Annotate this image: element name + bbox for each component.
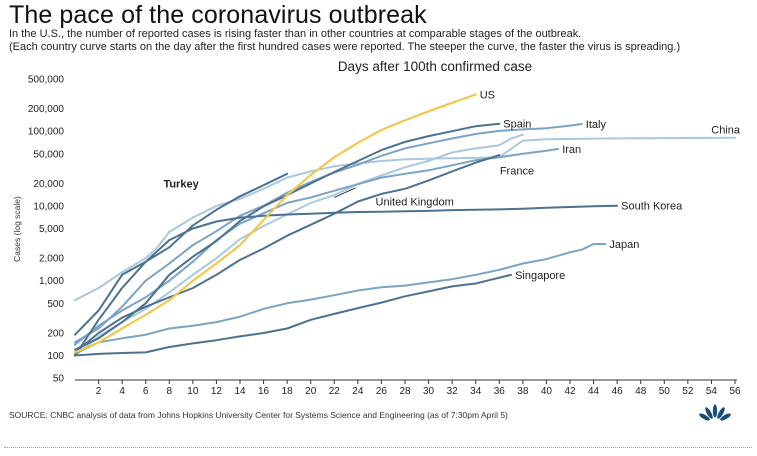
series-label-south-korea: South Korea	[621, 201, 683, 213]
x-tick-label: 34	[470, 386, 482, 397]
x-tick-label: 30	[423, 386, 435, 397]
y-tick-label: 500	[47, 299, 64, 310]
x-tick-label: 4	[119, 386, 125, 397]
y-tick-label: 100,000	[28, 127, 65, 138]
x-tick-label: 22	[329, 386, 341, 397]
y-tick-label: 200	[47, 328, 64, 339]
y-tick-label: 20,000	[33, 179, 64, 190]
bottom-divider	[4, 447, 752, 448]
x-tick-label: 54	[706, 386, 718, 397]
y-tick-label: 10,000	[33, 201, 64, 212]
x-tick-label: 40	[541, 386, 553, 397]
series-line-united-kingdom	[74, 154, 501, 354]
y-tick-label: 500,000	[28, 75, 65, 86]
series-line-japan	[74, 243, 607, 355]
x-tick-label: 10	[187, 386, 199, 397]
page-title: The pace of the coronavirus outbreak	[9, 1, 427, 29]
series-label-united-kingdom: United Kingdom	[376, 196, 454, 208]
series-line-france	[74, 133, 524, 357]
y-axis-label: Cases (log scale)	[12, 196, 22, 262]
series-label-spain: Spain	[503, 119, 531, 131]
series-line-us	[73, 93, 477, 354]
x-tick-label: 6	[143, 386, 149, 397]
x-tick-label: 20	[305, 386, 317, 397]
x-tick-label: 42	[564, 386, 576, 397]
x-tick-label: 18	[282, 386, 294, 397]
y-tick-label: 100	[47, 351, 64, 362]
x-tick-label: 44	[588, 386, 600, 397]
y-tick-label: 200,000	[28, 104, 65, 115]
x-tick-label: 14	[234, 386, 246, 397]
x-tick-label: 52	[682, 386, 694, 397]
y-tick-label: 50	[53, 374, 65, 385]
x-tick-label: 16	[258, 386, 270, 397]
x-tick-label: 8	[167, 386, 173, 397]
series-label-singapore: Singapore	[515, 270, 565, 282]
series-line-singapore	[74, 273, 513, 357]
y-tick-label: 1,000	[39, 276, 64, 287]
x-tick-label: 26	[376, 386, 388, 397]
y-tick-label: 50,000	[33, 149, 64, 160]
series-line-iran	[74, 147, 560, 346]
peacock-logo-icon	[699, 404, 731, 421]
x-tick-label: 38	[517, 386, 529, 397]
y-tick-label: 2,000	[39, 254, 64, 265]
series-line-china	[74, 136, 736, 302]
subtitle-line-2: (Each country curve starts on the day af…	[9, 41, 681, 53]
series-label-france: France	[500, 165, 534, 177]
x-tick-label: 56	[729, 386, 741, 397]
series-label-iran: Iran	[562, 144, 581, 156]
y-tick-label: 5,000	[39, 224, 64, 235]
subtitle-line-1: In the U.S., the number of reported case…	[9, 28, 582, 40]
series-line-turkey	[74, 172, 289, 336]
x-tick-label: 50	[659, 386, 671, 397]
series-label-china: China	[711, 125, 741, 137]
x-tick-label: 32	[447, 386, 459, 397]
series-line-south-korea	[74, 204, 619, 357]
x-tick-label: 2	[96, 386, 102, 397]
x-tick-label: 46	[612, 386, 624, 397]
x-tick-label: 12	[211, 386, 223, 397]
x-tick-label: 28	[399, 386, 411, 397]
series-label-turkey: Turkey	[163, 178, 199, 190]
chart-title: Days after 100th confirmed case	[338, 59, 532, 74]
x-tick-label: 36	[494, 386, 506, 397]
series-leader-united-kingdom	[334, 187, 356, 198]
series-label-japan: Japan	[609, 239, 639, 251]
series-label-us: US	[480, 90, 495, 102]
x-tick-label: 24	[352, 386, 364, 397]
x-tick-label: 48	[635, 386, 647, 397]
series-label-italy: Italy	[586, 119, 607, 131]
source-note: SOURCE: CNBC analysis of data from Johns…	[9, 410, 508, 420]
